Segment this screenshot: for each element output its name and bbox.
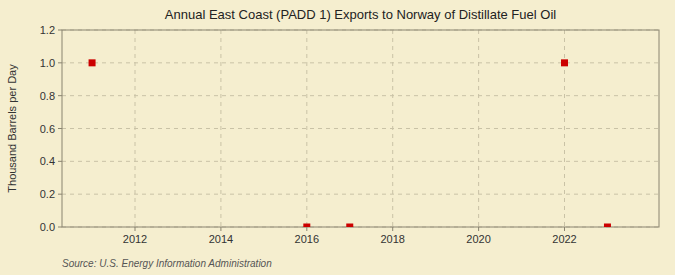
y-tick — [58, 227, 62, 228]
x-tick-label: 2018 — [380, 233, 404, 245]
x-tick — [220, 227, 221, 231]
x-tick-label: 2022 — [552, 233, 576, 245]
grid — [62, 30, 659, 227]
y-grid-line — [62, 95, 659, 96]
y-tick — [58, 62, 62, 63]
y-tick-label: 0.2 — [40, 188, 55, 200]
x-tick — [306, 227, 307, 231]
x-tick — [135, 227, 136, 231]
y-grid-line — [62, 161, 659, 162]
axes: 2012 2014 2016 2018 2020 2022 0.0 0.2 0.4 0.6 0.8 1… — [40, 24, 577, 245]
title: Annual East Coast (PADD 1) Exports to No… — [165, 7, 556, 22]
y-tick — [58, 95, 62, 96]
points — [89, 59, 611, 227]
y-tick — [58, 128, 62, 129]
y-tick — [58, 194, 62, 195]
y-grid-line — [62, 62, 659, 63]
plot-frame — [62, 30, 659, 227]
chart: 2012 2014 2016 2018 2020 2022 0.0 0.2 0.4 0.6 0.8 1… — [0, 0, 675, 275]
x-tick-label: 2012 — [123, 233, 147, 245]
x-grid-line — [306, 30, 307, 227]
y-tick-label: 1.2 — [40, 24, 55, 36]
point — [561, 59, 568, 66]
y-axis-label: Thousand Barrels per Day — [6, 64, 18, 193]
x-grid-line — [220, 30, 221, 227]
point — [303, 224, 310, 228]
y-grid-line — [62, 194, 659, 195]
x-tick-label: 2020 — [466, 233, 490, 245]
y-tick-label: 1.0 — [40, 57, 55, 69]
y-tick — [58, 30, 62, 31]
background — [0, 0, 675, 275]
x-tick-label: 2016 — [295, 233, 319, 245]
point — [89, 59, 96, 66]
y-tick-label: 0.4 — [40, 155, 55, 167]
point — [346, 224, 353, 228]
x-tick — [478, 227, 479, 231]
x-tick — [392, 227, 393, 231]
y-grid-line — [62, 128, 659, 129]
x-tick-label: 2014 — [209, 233, 233, 245]
source-note: Source: U.S. Energy Information Administ… — [62, 258, 272, 269]
y-tick-label: 0.8 — [40, 90, 55, 102]
y-tick-label: 0.6 — [40, 123, 55, 135]
point — [604, 224, 611, 228]
x-tick — [564, 227, 565, 231]
y-tick-label: 0.0 — [40, 221, 55, 233]
y-tick — [58, 161, 62, 162]
